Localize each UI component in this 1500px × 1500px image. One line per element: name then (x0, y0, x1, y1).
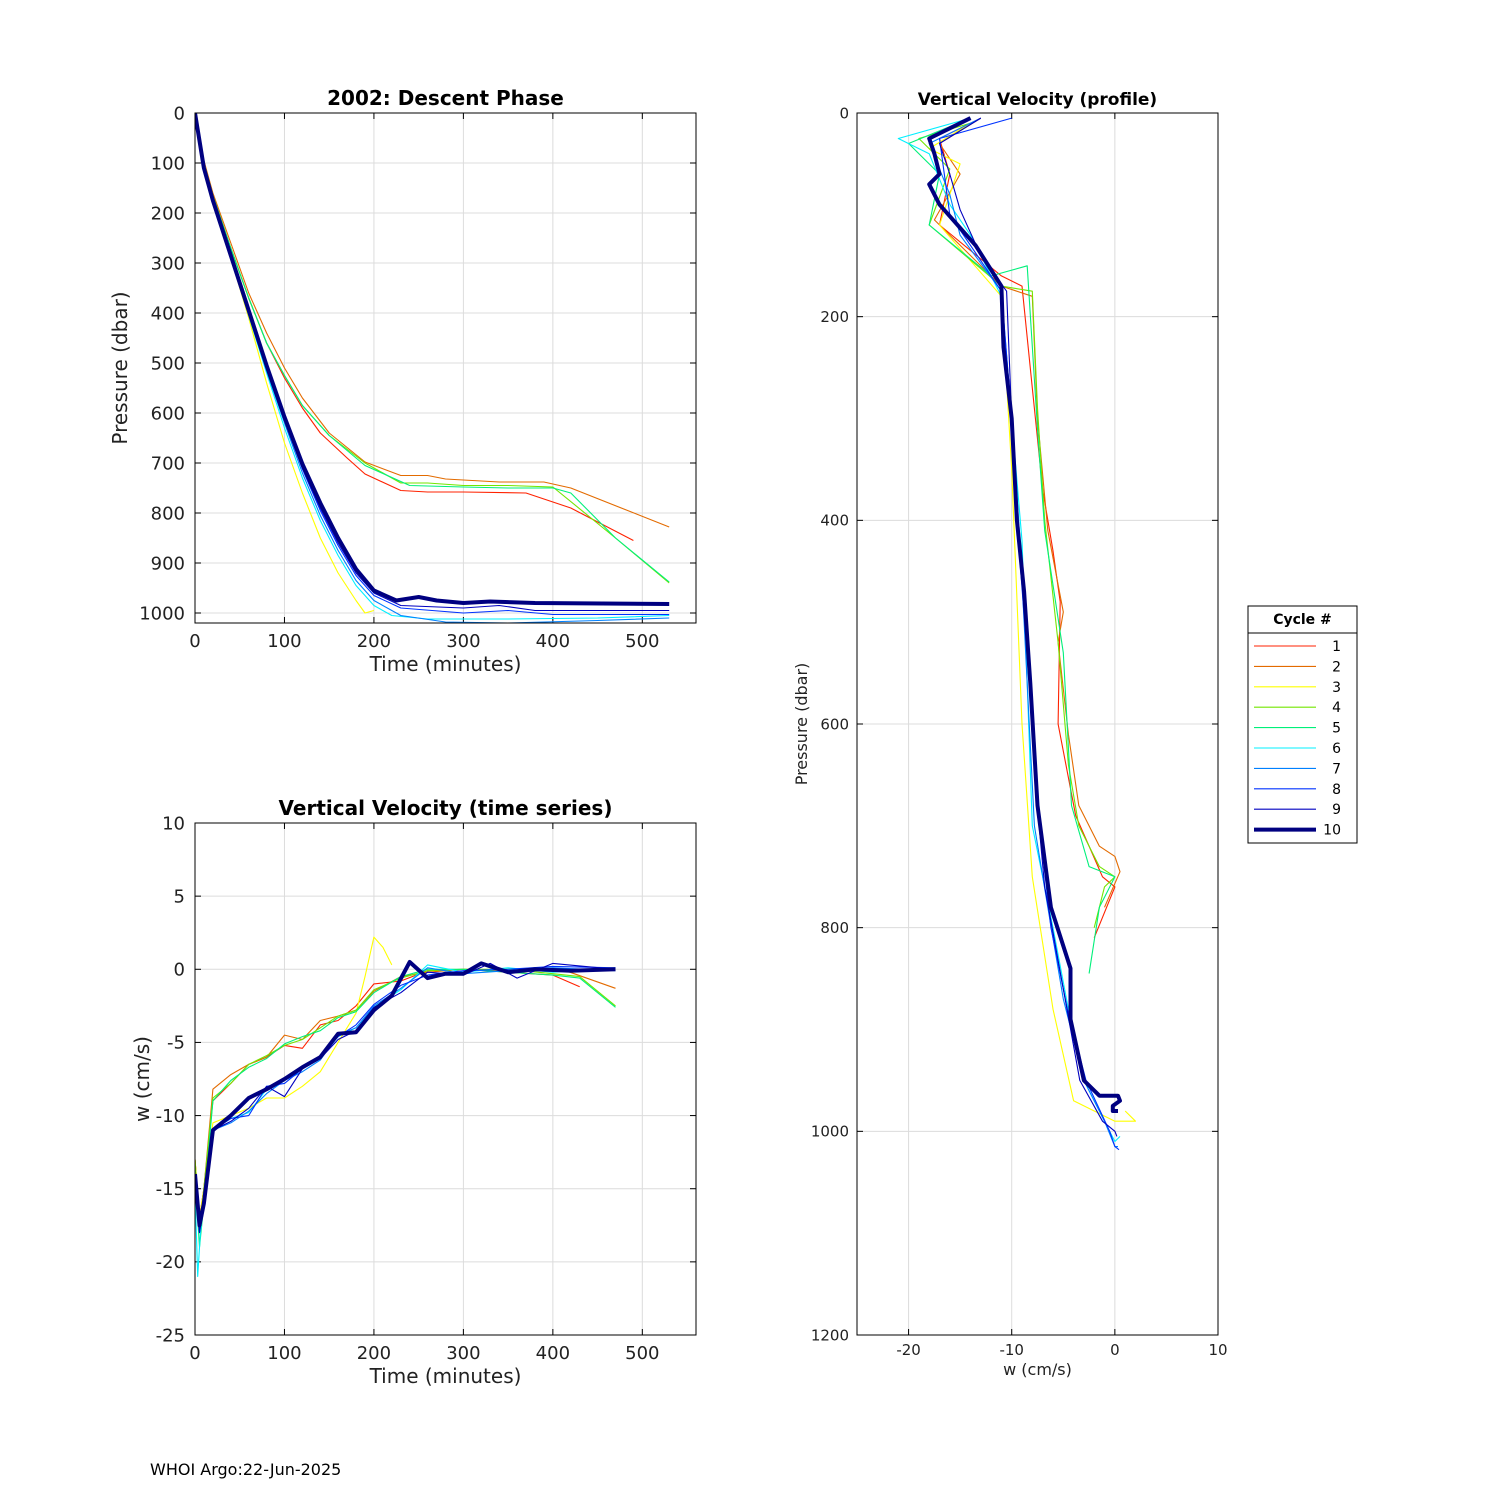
legend-label-cycle-6: 6 (1332, 741, 1341, 757)
x-tick-label: 200 (357, 631, 391, 652)
series-line-cycle-2 (933, 117, 1121, 908)
x-tick-label: 500 (625, 631, 659, 652)
x-tick-label: 0 (189, 631, 200, 652)
series-line-cycle-10 (927, 116, 1122, 1113)
legend-label-cycle-2: 2 (1332, 659, 1341, 675)
series-line-cycle-10 (195, 113, 670, 606)
y-tick-label: 300 (151, 253, 185, 274)
chart-panel-1: 0 100 200 300 400 500 0 100 200 300 400 500 600 700 80… (108, 86, 697, 676)
axes-frame (194, 822, 697, 1336)
legend-label-cycle-4: 4 (1332, 700, 1341, 716)
legend-label-cycle-1: 1 (1332, 639, 1341, 655)
x-axis-label: Time (minutes) (369, 1364, 522, 1388)
x-tick-label: 100 (267, 1343, 301, 1364)
y-tick-label: 0 (174, 960, 185, 981)
series-line-cycle-7 (928, 117, 1118, 1148)
series-line-cycle-10 (195, 960, 616, 1228)
series-line-cycle-1 (195, 113, 634, 541)
series-line-cycle-5 (195, 113, 670, 583)
y-tick-label: 10 (162, 813, 185, 834)
x-tick-label: 0 (1110, 1341, 1120, 1359)
y-tick-label: 800 (820, 919, 849, 937)
y-tick-label: -5 (167, 1033, 185, 1054)
legend-label-cycle-3: 3 (1332, 680, 1341, 696)
y-tick-label: 1200 (811, 1326, 849, 1344)
x-tick-label: -20 (896, 1341, 921, 1359)
y-tick-label: 0 (174, 103, 185, 124)
legend-label-cycle-10: 10 (1323, 823, 1341, 839)
y-tick-label: -25 (156, 1325, 185, 1346)
y-tick-label: 500 (151, 353, 185, 374)
y-axis-label: Pressure (dbar) (108, 291, 132, 444)
chart-panel-2: 0 100 200 300 400 500 10 5 0 -5 -10 -15 -20 -25 Vertic… (130, 796, 697, 1388)
y-tick-label: -20 (156, 1252, 185, 1273)
y-axis-label: Pressure (dbar) (792, 663, 811, 786)
legend-label-cycle-9: 9 (1332, 802, 1341, 818)
series-line-cycle-8 (938, 117, 1120, 1151)
series-group (195, 936, 616, 1278)
y-tick-label: 200 (820, 308, 849, 326)
series-line-cycle-6 (897, 117, 1121, 1143)
series-line-cycle-3 (928, 122, 1137, 1122)
y-tick-label: -15 (156, 1179, 185, 1200)
y-axis-label: w (cm/s) (130, 1036, 154, 1122)
legend-label-cycle-7: 7 (1332, 761, 1341, 777)
axes-frame (194, 112, 697, 624)
series-line-cycle-3 (195, 936, 393, 1219)
legend-label-cycle-8: 8 (1332, 782, 1341, 798)
y-tick-label: 600 (151, 403, 185, 424)
x-tick-label: 300 (446, 1343, 480, 1364)
x-tick-label: 300 (446, 631, 480, 652)
legend: Cycle #1 2 3 4 5 6 7 8 9 10 (1247, 605, 1358, 844)
chart-title: Vertical Velocity (time series) (279, 796, 613, 820)
y-tick-label: 1000 (811, 1123, 849, 1141)
x-tick-label: 100 (267, 631, 301, 652)
chart-title: Vertical Velocity (profile) (918, 90, 1157, 110)
y-tick-label: 600 (820, 715, 849, 733)
series-line-cycle-2 (195, 113, 670, 528)
x-tick-label: 500 (625, 1343, 659, 1364)
x-tick-label: 200 (357, 1343, 391, 1364)
x-tick-label: 10 (1208, 1341, 1227, 1359)
y-tick-label: 900 (151, 553, 185, 574)
series-line-cycle-1 (195, 968, 580, 1219)
series-group (195, 113, 670, 623)
y-tick-label: 1000 (139, 603, 185, 624)
legend-label-cycle-5: 5 (1332, 721, 1341, 737)
x-tick-label: 400 (536, 631, 570, 652)
series-group (897, 116, 1137, 1151)
y-tick-label: 200 (151, 203, 185, 224)
series-line-cycle-1 (938, 117, 1116, 939)
y-tick-label: 400 (151, 303, 185, 324)
y-tick-label: 800 (151, 503, 185, 524)
chart-title: 2002: Descent Phase (327, 86, 564, 110)
y-tick-label: 5 (174, 886, 185, 907)
x-tick-label: 0 (189, 1343, 200, 1364)
y-tick-label: 400 (820, 512, 849, 530)
x-axis-label: Time (minutes) (369, 652, 522, 676)
y-tick-label: -10 (156, 1106, 185, 1127)
x-axis-label: w (cm/s) (1003, 1360, 1072, 1379)
x-tick-label: 400 (536, 1343, 570, 1364)
y-tick-label: 0 (839, 104, 849, 122)
footer-stamp: WHOI Argo:22-Jun-2025 (150, 1460, 342, 1479)
axes-frame (856, 112, 1219, 1336)
y-tick-label: 700 (151, 453, 185, 474)
x-tick-label: -10 (999, 1341, 1024, 1359)
series-line-cycle-5 (908, 117, 1116, 974)
legend-title: Cycle # (1273, 612, 1332, 628)
y-tick-label: 100 (151, 153, 185, 174)
